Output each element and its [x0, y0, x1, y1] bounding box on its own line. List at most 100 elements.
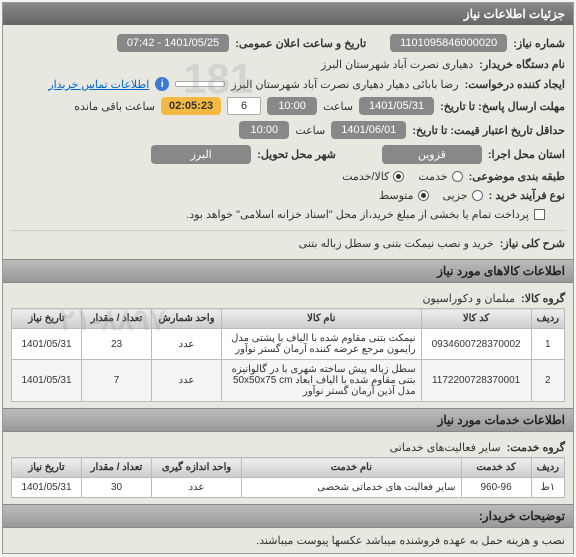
panel-title: جزئیات اطلاعات نیاز	[3, 3, 573, 25]
budget-opt-1-label: خدمت	[418, 170, 447, 183]
goods-body: ۰۲۱-۸۸۹۷ گروه کالا: مبلمان و دکوراسیون ر…	[3, 283, 573, 408]
table-cell: سایر فعالیت های خدماتی شخصی	[242, 478, 462, 498]
process-opt-2[interactable]: متوسط	[379, 189, 429, 202]
table-cell: 30	[82, 478, 152, 498]
buyer-note-text: نصب و هزینه حمل به عهده فروشنده میباشد ع…	[256, 535, 565, 547]
process-opt-1[interactable]: جزیی	[443, 189, 483, 202]
row-process: نوع فرآیند خرید : جزیی متوسط پرداخت تمام…	[11, 186, 565, 224]
radio-icon	[452, 171, 463, 182]
exec-province-label: استان محل اجرا:	[488, 148, 565, 161]
info-body: 181 شماره نیاز: 1101095846000020 تاریخ و…	[3, 25, 573, 259]
deadline-time: 10:00	[267, 97, 317, 115]
table-cell: 0934600728370002	[421, 329, 531, 360]
row-budget-class: طبقه بندی موضوعی: خدمت کالا/خدمت	[11, 167, 565, 186]
table-cell: عدد	[152, 329, 222, 360]
row-desc: شرح کلی نیاز: خرید و نصب نیمکت بتنی و سط…	[11, 230, 565, 253]
days-left: 6	[227, 97, 261, 115]
payment-note-row: پرداخت تمام یا بخشی از مبلغ خرید،از محل …	[186, 208, 545, 221]
budget-class-label: طبقه بندی موضوعی:	[469, 170, 565, 183]
row-min-valid: حداقل تاریخ اعتبار قیمت: تا تاریخ: 1401/…	[11, 118, 565, 142]
table-cell: 1401/05/31	[12, 478, 82, 498]
announce-value: 1401/05/25 - 07:42	[117, 34, 229, 52]
contact-link[interactable]: اطلاعات تماس خریدار	[48, 78, 149, 91]
delivery-city-label: شهر محل تحویل:	[257, 148, 336, 161]
table-row: 10934600728370002نیمکت بتنی مقاوم شده با…	[12, 329, 565, 360]
desc-title-label: شرح کلی نیاز:	[500, 237, 565, 250]
goods-col-0: ردیف	[531, 309, 564, 329]
announce-label: تاریخ و ساعت اعلان عمومی:	[235, 37, 366, 50]
table-cell: 1401/05/31	[12, 360, 82, 402]
services-section-header: اطلاعات خدمات مورد نیاز	[3, 408, 573, 432]
checkbox-icon[interactable]	[534, 209, 545, 220]
services-body: گروه خدمت: سایر فعالیت‌های خدماتی ردیف ک…	[3, 432, 573, 504]
table-cell: 960-96	[461, 478, 531, 498]
budget-opt-1[interactable]: خدمت	[418, 170, 462, 183]
countdown-timer: 02:05:23	[161, 97, 221, 115]
goods-section-header: اطلاعات کالاهای مورد نیاز	[3, 259, 573, 283]
table-cell: 1	[531, 329, 564, 360]
row-requester: ایجاد کننده درخواست: رضا بابائی دهیار ده…	[11, 74, 565, 94]
row-need-no: شماره نیاز: 1101095846000020 تاریخ و ساع…	[11, 31, 565, 55]
services-group-value: سایر فعالیت‌های خدماتی	[390, 441, 501, 454]
table-cell: عدد	[152, 478, 242, 498]
goods-col-5: تاریخ نیاز	[12, 309, 82, 329]
table-cell: ۱ط	[531, 478, 564, 498]
services-group-row: گروه خدمت: سایر فعالیت‌های خدماتی	[11, 438, 565, 457]
goods-group-row: گروه کالا: مبلمان و دکوراسیون	[11, 289, 565, 308]
deadline-time-label: ساعت	[323, 100, 353, 113]
services-col-5: تاریخ نیاز	[12, 458, 82, 478]
contact-empty-box	[175, 81, 225, 87]
table-cell: 7	[82, 360, 152, 402]
goods-group-value: مبلمان و دکوراسیون	[422, 292, 515, 305]
table-cell: 1172200728370001	[421, 360, 531, 402]
goods-col-2: نام کالا	[222, 309, 422, 329]
goods-table: ردیف کد کالا نام کالا واحد شمارش تعداد /…	[11, 308, 565, 402]
desc-title-value: خرید و نصب نیمکت بتنی و سطل زباله بتنی	[299, 237, 494, 250]
budget-opt-2-label: کالا/خدمت	[342, 170, 389, 183]
buyer-org-value: دهیاری نصرت آباد شهرستان البرز	[321, 58, 473, 71]
budget-opt-2[interactable]: کالا/خدمت	[342, 170, 404, 183]
payment-note-text: پرداخت تمام یا بخشی از مبلغ خرید،از محل …	[186, 208, 529, 221]
services-col-3: واحد اندازه گیری	[152, 458, 242, 478]
goods-col-3: واحد شمارش	[152, 309, 222, 329]
deadline-label: مهلت ارسال پاسخ: تا تاریخ:	[440, 100, 565, 113]
table-cell: 2	[531, 360, 564, 402]
buyer-note-body: نصب و هزینه حمل به عهده فروشنده میباشد ع…	[3, 528, 573, 553]
goods-col-4: تعداد / مقدار	[82, 309, 152, 329]
goods-group-label: گروه کالا:	[521, 292, 565, 305]
info-icon: i	[155, 77, 169, 91]
remain-label: ساعت باقی مانده	[74, 100, 155, 113]
need-no-value: 1101095846000020	[390, 34, 507, 52]
min-valid-date: 1401/06/01	[331, 121, 406, 139]
services-group-label: گروه خدمت:	[507, 441, 565, 454]
services-col-0: ردیف	[531, 458, 564, 478]
deadline-date: 1401/05/31	[359, 97, 434, 115]
table-row: 21172200728370001سطل زباله پیش ساخته شهر…	[12, 360, 565, 402]
budget-radio-set: خدمت کالا/خدمت	[342, 170, 462, 183]
row-deadline: مهلت ارسال پاسخ: تا تاریخ: 1401/05/31 سا…	[11, 94, 565, 118]
goods-header-row: ردیف کد کالا نام کالا واحد شمارش تعداد /…	[12, 309, 565, 329]
process-opt-2-label: متوسط	[379, 189, 414, 202]
min-valid-time-label: ساعت	[295, 124, 325, 137]
services-col-2: نام خدمت	[242, 458, 462, 478]
process-opt-1-label: جزیی	[443, 189, 468, 202]
requester-label: ایجاد کننده درخواست:	[465, 78, 565, 91]
table-cell: 1401/05/31	[12, 329, 82, 360]
goods-col-1: کد کالا	[421, 309, 531, 329]
services-header-row: ردیف کد خدمت نام خدمت واحد اندازه گیری ت…	[12, 458, 565, 478]
process-label: نوع فرآیند خرید :	[489, 189, 565, 202]
buyer-note-header: توضیحات خریدار:	[3, 504, 573, 528]
table-cell: 23	[82, 329, 152, 360]
radio-icon	[393, 171, 404, 182]
radio-icon	[472, 190, 483, 201]
services-col-1: کد خدمت	[461, 458, 531, 478]
need-no-label: شماره نیاز:	[513, 37, 565, 50]
min-valid-time: 10:00	[239, 121, 289, 139]
table-cell: سطل زباله پیش ساخته شهری با در گالوانیزه…	[222, 360, 422, 402]
min-valid-label: حداقل تاریخ اعتبار قیمت: تا تاریخ:	[412, 124, 565, 137]
delivery-city-value: البرز	[151, 145, 251, 164]
row-province-city: استان محل اجرا: قزوین شهر محل تحویل: الب…	[11, 142, 565, 167]
row-buyer-org: نام دستگاه خریدار: دهیاری نصرت آباد شهرس…	[11, 55, 565, 74]
exec-province-value: قزوین	[382, 145, 482, 164]
services-table: ردیف کد خدمت نام خدمت واحد اندازه گیری ت…	[11, 457, 565, 498]
